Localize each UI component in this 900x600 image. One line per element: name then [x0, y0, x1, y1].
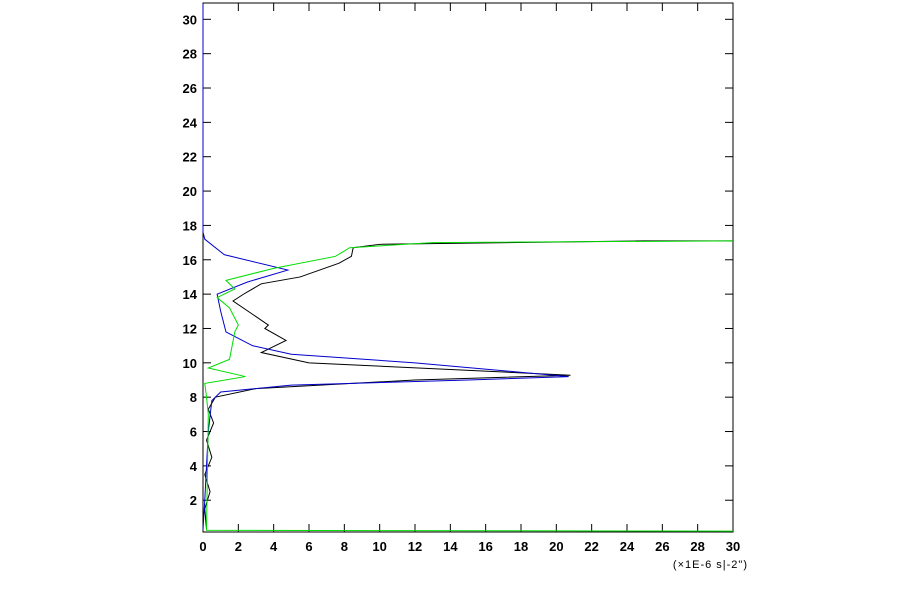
y-tick-label: 6	[190, 425, 197, 440]
x-tick-label: 26	[655, 539, 669, 554]
y-tick-label: 24	[183, 115, 198, 130]
y-tick-label: 16	[183, 253, 197, 268]
x-tick-label: 28	[690, 539, 704, 554]
y-tick-label: 18	[183, 218, 197, 233]
x-tick-label: 20	[549, 539, 563, 554]
x-tick-label: 22	[584, 539, 598, 554]
x-tick-label: 6	[305, 539, 312, 554]
x-tick-label: 18	[514, 539, 528, 554]
x-tick-label: 10	[372, 539, 386, 554]
y-tick-label: 10	[183, 356, 197, 371]
x-tick-label: 8	[341, 539, 348, 554]
x-tick-label: 14	[443, 539, 458, 554]
y-tick-label: 12	[183, 321, 197, 336]
y-tick-label: 14	[183, 287, 198, 302]
profile-line	[202, 3, 569, 530]
x-tick-label: 30	[726, 539, 740, 554]
profile-line	[204, 240, 734, 532]
y-tick-label: 28	[183, 47, 197, 62]
y-tick-label: 30	[183, 12, 197, 27]
x-tick-label: 16	[478, 539, 492, 554]
profile-line	[204, 240, 733, 530]
x-tick-label: 2	[235, 539, 242, 554]
y-tick-label: 26	[183, 81, 197, 96]
y-tick-label: 2	[190, 493, 197, 508]
x-axis-label: (×1E-6 s|-2")	[673, 559, 748, 571]
x-tick-label: 4	[270, 539, 278, 554]
y-tick-label: 22	[183, 150, 197, 165]
y-tick-label: 4	[190, 459, 198, 474]
x-tick-label: 0	[199, 539, 206, 554]
y-tick-label: 8	[190, 390, 197, 405]
x-tick-label: 12	[408, 539, 422, 554]
y-tick-label: 20	[183, 184, 197, 199]
x-tick-label: 24	[620, 539, 635, 554]
plot-frame	[202, 2, 734, 533]
